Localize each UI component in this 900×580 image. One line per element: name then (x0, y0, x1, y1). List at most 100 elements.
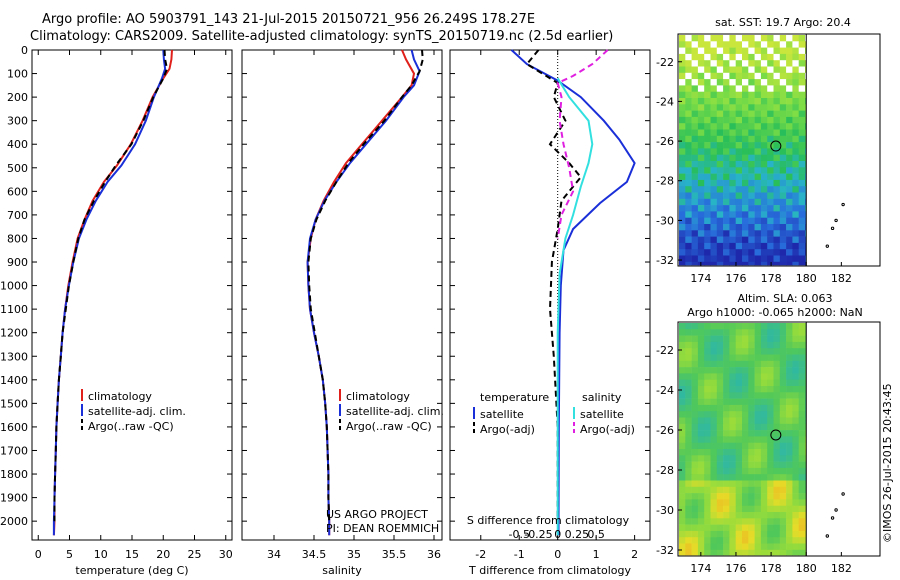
series-line-argo-raw-qc- (53, 49, 169, 522)
y-tick-label: 1800 (0, 468, 28, 481)
project-label: US ARGO PROJECT (326, 508, 428, 521)
s-tick-label: 0.5 (587, 528, 605, 541)
s-axis-label: S difference from climatology (467, 514, 630, 527)
x-tick-label: 2 (631, 548, 638, 561)
y-tick-label: 900 (7, 256, 28, 269)
map-x-tick-label: 176 (725, 272, 746, 285)
series-line-argo-adj- (556, 49, 609, 239)
s-tick-label: -0.25 (524, 528, 552, 541)
x-tick-label: 5 (66, 548, 73, 561)
series-line-argo-raw-qc- (307, 49, 424, 522)
legend-header: salinity (582, 391, 622, 404)
sst-argo-marker (770, 140, 782, 152)
x-tick-label: 35.5 (382, 548, 407, 561)
series-line-satellite-adj-clim- (306, 49, 421, 536)
map-y-tick-label: -32 (656, 254, 674, 267)
y-tick-label: 0 (21, 44, 28, 57)
salinity-panel (241, 49, 443, 541)
s-tick-label: 0 (554, 528, 561, 541)
salinity-frame (241, 49, 443, 541)
sst-map-title: sat. SST: 19.7 Argo: 20.4 (715, 16, 851, 29)
map-x-tick-label: 182 (831, 272, 852, 285)
y-tick-label: 700 (7, 209, 28, 222)
map-y-tick-label: -22 (656, 56, 674, 69)
s-tick-label: -0.5 (508, 528, 529, 541)
y-tick-label: 100 (7, 68, 28, 81)
map-x-tick-label: 180 (796, 562, 817, 575)
x-axis-label: temperature (deg C) (75, 564, 188, 577)
map-y-tick-label: -24 (656, 95, 674, 108)
series-line-satellite (510, 49, 636, 536)
series-line-satellite (556, 77, 594, 536)
sla-island (834, 508, 838, 512)
y-tick-label: 800 (7, 232, 28, 245)
map-y-tick-label: -26 (656, 135, 674, 148)
x-tick-label: 35 (347, 548, 361, 561)
x-tick-label: 0 (554, 548, 561, 561)
sst-island (834, 218, 838, 223)
x-tick-label: -1 (514, 548, 525, 561)
header-line-1: Argo profile: AO 5903791_143 21-Jul-2015… (42, 12, 536, 27)
map-x-tick-label: 178 (761, 562, 782, 575)
x-tick-label: 25 (188, 548, 202, 561)
legend-label: climatology (346, 390, 410, 403)
y-tick-label: 1300 (0, 350, 28, 363)
map-x-tick-label: 182 (831, 562, 852, 575)
map-y-tick-label: -22 (656, 344, 674, 357)
y-tick-label: 1000 (0, 280, 28, 293)
sst-island (825, 244, 830, 248)
map-x-tick-label: 176 (725, 562, 746, 575)
map-y-tick-label: -30 (656, 214, 674, 227)
y-tick-label: 1200 (0, 327, 28, 340)
y-tick-label: 500 (7, 162, 28, 175)
y-tick-label: 400 (7, 138, 28, 151)
x-axis-label: salinity (322, 564, 362, 577)
map-y-tick-label: -28 (656, 464, 674, 477)
map-x-tick-label: 178 (761, 272, 782, 285)
sla-island (830, 516, 835, 520)
series-line-argo-adj- (525, 49, 583, 522)
temperature-panel (31, 49, 233, 541)
difference-panel (449, 49, 651, 541)
y-tick-label: 1100 (0, 303, 28, 316)
map-y-tick-label: -32 (656, 544, 674, 557)
sst-field (679, 35, 807, 266)
map-x-tick-label: 180 (796, 272, 817, 285)
temperature-frame (31, 49, 233, 541)
legend-label: climatology (88, 390, 152, 403)
map-y-tick-label: -30 (656, 504, 674, 517)
legend-label: satellite-adj. clim. (88, 405, 186, 418)
y-tick-label: 1900 (0, 492, 28, 505)
y-tick-label: 200 (7, 91, 28, 104)
legend-label: Argo(-adj) (580, 423, 635, 436)
map-y-tick-label: -28 (656, 175, 674, 188)
x-tick-label: 20 (156, 548, 170, 561)
s-tick-label: 0.25 (565, 528, 590, 541)
y-tick-label: 1700 (0, 444, 28, 457)
legend-header: temperature (480, 391, 549, 404)
y-tick-label: 1500 (0, 397, 28, 410)
y-tick-label: 1600 (0, 421, 28, 434)
credit-label: ©IMOS 26-Jul-2015 20:43:45 (881, 383, 894, 543)
x-tick-label: 34 (267, 548, 281, 561)
legend-label: Argo(-adj) (480, 423, 535, 436)
legend-label: satellite-adj. clim. (346, 405, 444, 418)
pi-label: PI: DEAN ROEMMICH (326, 522, 439, 535)
sla-island (825, 534, 830, 538)
sst-map (677, 33, 881, 267)
x-tick-label: 1 (593, 548, 600, 561)
y-tick-label: 300 (7, 115, 28, 128)
map-x-tick-label: 174 (690, 562, 711, 575)
legend-label: satellite (580, 408, 624, 421)
sla-map (677, 321, 881, 557)
map-y-tick-label: -24 (656, 384, 674, 397)
sst-island (841, 202, 845, 207)
y-tick-label: 600 (7, 185, 28, 198)
legend-label: Argo(..raw -QC) (346, 420, 432, 433)
header-line-2: Climatology: CARS2009. Satellite-adjuste… (30, 29, 614, 44)
y-tick-label: 2000 (0, 515, 28, 528)
sla-field (679, 323, 807, 556)
map-y-tick-label: -26 (656, 424, 674, 437)
map-x-tick-label: 174 (690, 272, 711, 285)
